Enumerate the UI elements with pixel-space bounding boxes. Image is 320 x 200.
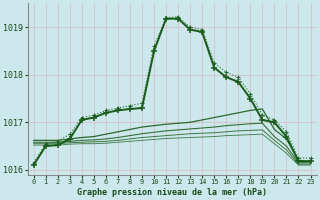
X-axis label: Graphe pression niveau de la mer (hPa): Graphe pression niveau de la mer (hPa)	[77, 188, 267, 197]
